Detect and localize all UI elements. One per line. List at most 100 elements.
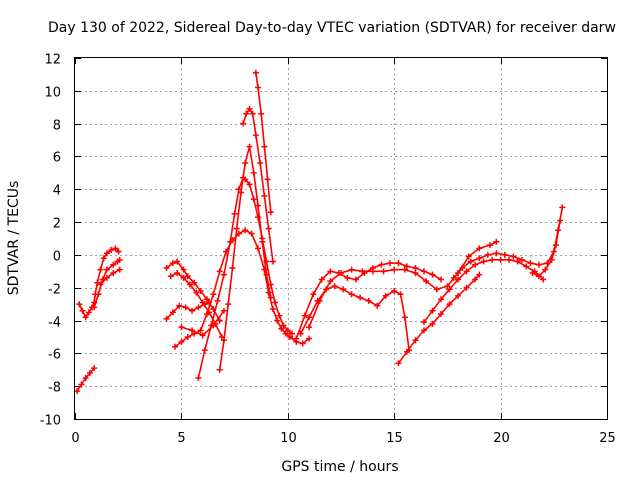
series-track-4 bbox=[97, 266, 123, 288]
data-point bbox=[189, 307, 196, 314]
data-point bbox=[380, 268, 387, 275]
data-point bbox=[246, 143, 253, 150]
data-point bbox=[420, 319, 427, 326]
data-point bbox=[395, 360, 402, 367]
data-point bbox=[94, 279, 101, 286]
data-point bbox=[446, 301, 453, 308]
series-track-5 bbox=[163, 258, 223, 324]
x-tick-label: 20 bbox=[493, 431, 510, 446]
y-tick-label: 0 bbox=[53, 250, 61, 265]
data-point bbox=[301, 312, 308, 319]
data-point bbox=[201, 301, 208, 308]
data-point bbox=[523, 263, 530, 270]
data-point bbox=[429, 307, 436, 314]
data-point bbox=[282, 330, 289, 337]
data-point bbox=[79, 307, 86, 314]
data-point bbox=[178, 338, 185, 345]
data-point bbox=[110, 269, 117, 276]
data-point bbox=[169, 309, 176, 316]
data-point bbox=[201, 347, 208, 354]
data-point bbox=[289, 330, 296, 337]
x-tick-label: 0 bbox=[71, 431, 79, 446]
data-point bbox=[306, 335, 313, 342]
data-point bbox=[529, 269, 536, 276]
data-point bbox=[348, 266, 355, 273]
data-point bbox=[318, 276, 325, 283]
data-point bbox=[412, 337, 419, 344]
data-point bbox=[174, 258, 181, 265]
data-point bbox=[258, 110, 265, 117]
data-point bbox=[352, 276, 359, 283]
data-point bbox=[455, 292, 462, 299]
data-point bbox=[267, 294, 274, 301]
data-point bbox=[176, 302, 183, 309]
data-point bbox=[214, 297, 221, 304]
data-point bbox=[97, 266, 104, 273]
data-point bbox=[231, 210, 238, 217]
data-point bbox=[542, 266, 549, 273]
series-line bbox=[99, 268, 121, 285]
data-point bbox=[497, 256, 504, 263]
data-point bbox=[178, 324, 185, 331]
data-point bbox=[86, 370, 93, 377]
data-point bbox=[506, 256, 513, 263]
data-point bbox=[255, 245, 262, 252]
data-point bbox=[242, 227, 249, 234]
series-track-9 bbox=[195, 174, 296, 381]
data-point bbox=[472, 276, 479, 283]
data-point bbox=[172, 343, 179, 350]
data-point bbox=[548, 256, 555, 263]
y-tick-label: 12 bbox=[44, 53, 61, 68]
data-point bbox=[557, 217, 564, 224]
data-point bbox=[280, 322, 287, 329]
data-point bbox=[82, 374, 89, 381]
data-point bbox=[480, 258, 487, 265]
series-track-19 bbox=[450, 204, 566, 281]
data-point bbox=[246, 105, 253, 112]
axis-ticks: 0 5 10 15 20 25 -10 -8 -6 -4 -2 0 2 4 6 8 10 12 bbox=[40, 53, 616, 447]
data-point bbox=[163, 315, 170, 322]
series-track-12 bbox=[252, 69, 274, 216]
data-point bbox=[552, 242, 559, 249]
data-point bbox=[267, 209, 274, 216]
series-track-13 bbox=[178, 307, 227, 339]
data-point bbox=[365, 297, 372, 304]
data-point bbox=[191, 279, 198, 286]
data-point bbox=[184, 273, 191, 280]
data-point bbox=[91, 304, 98, 311]
plot-frame bbox=[74, 57, 608, 420]
data-point bbox=[327, 278, 334, 285]
data-point bbox=[274, 317, 281, 324]
data-point bbox=[535, 273, 542, 280]
x-tick-label: 25 bbox=[599, 431, 616, 446]
data-point bbox=[265, 225, 272, 232]
data-point bbox=[306, 314, 313, 321]
y-tick-label: 8 bbox=[53, 119, 61, 134]
data-point bbox=[261, 143, 268, 150]
data-point bbox=[91, 365, 98, 372]
data-point bbox=[186, 281, 193, 288]
data-point bbox=[182, 304, 189, 311]
data-point bbox=[472, 261, 479, 268]
data-point bbox=[272, 299, 279, 306]
data-point bbox=[403, 348, 410, 355]
data-point bbox=[203, 310, 210, 317]
y-tick-label: -4 bbox=[48, 316, 61, 331]
data-point bbox=[559, 204, 566, 211]
data-point bbox=[476, 255, 483, 262]
data-point bbox=[297, 330, 304, 337]
y-tick-label: -6 bbox=[48, 348, 61, 363]
data-point bbox=[264, 176, 271, 183]
data-point bbox=[420, 268, 427, 275]
data-point bbox=[95, 291, 102, 298]
data-point bbox=[327, 268, 334, 275]
y-tick-label: -10 bbox=[40, 414, 61, 429]
data-point bbox=[446, 286, 453, 293]
data-point bbox=[195, 304, 202, 311]
data-point bbox=[357, 294, 364, 301]
data-point bbox=[100, 255, 107, 262]
data-point bbox=[429, 271, 436, 278]
y-tick-label: 6 bbox=[53, 151, 61, 166]
data-point bbox=[331, 283, 338, 290]
